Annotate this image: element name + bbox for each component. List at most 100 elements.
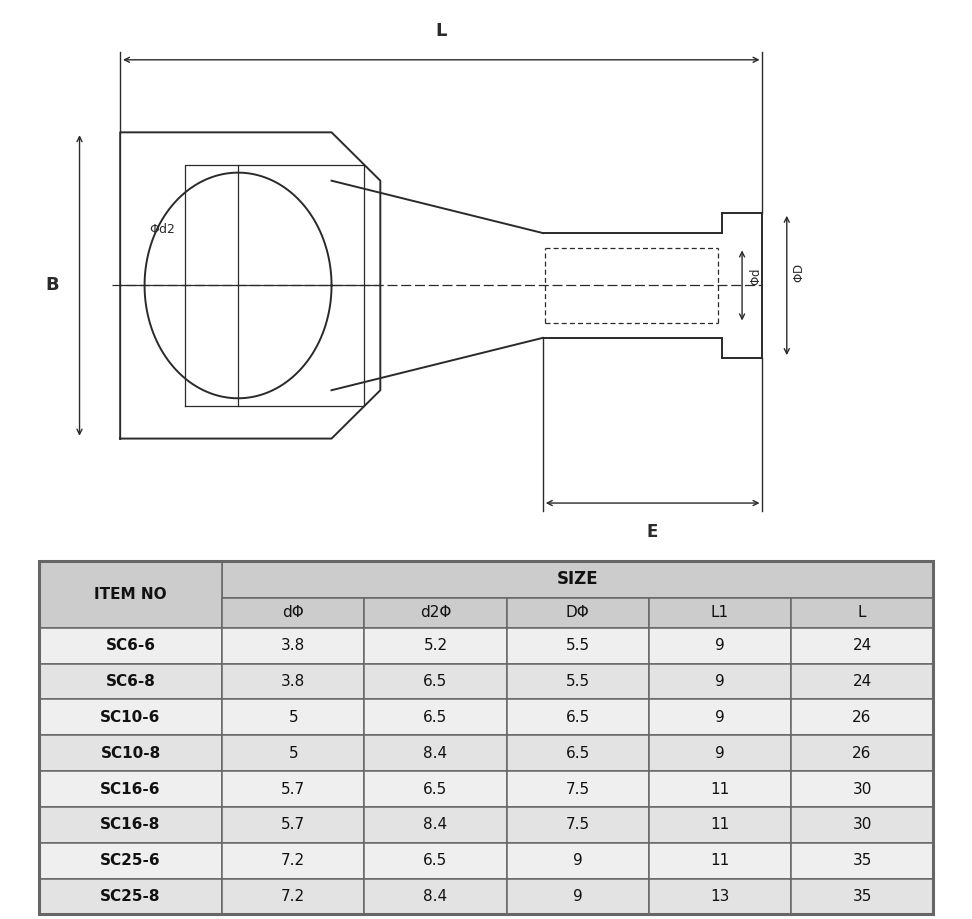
Bar: [506, 807, 648, 843]
Bar: [791, 628, 933, 664]
Text: 7.2: 7.2: [281, 853, 305, 868]
Bar: [791, 597, 933, 628]
Text: 26: 26: [852, 709, 872, 725]
Bar: [791, 699, 933, 735]
Text: 5.2: 5.2: [424, 638, 447, 653]
Text: 11: 11: [711, 817, 729, 833]
Text: 35: 35: [852, 853, 872, 868]
Text: 13: 13: [711, 889, 730, 904]
Bar: [223, 843, 364, 879]
Text: $\Phi$d: $\Phi$d: [748, 268, 763, 286]
Bar: [648, 843, 791, 879]
Text: $\Phi$D: $\Phi$D: [793, 264, 807, 283]
Text: SC16-8: SC16-8: [100, 817, 160, 833]
Bar: [648, 699, 791, 735]
Bar: [506, 735, 648, 771]
Text: E: E: [647, 523, 658, 541]
Text: ITEM NO: ITEM NO: [94, 586, 167, 602]
Bar: [364, 699, 506, 735]
Bar: [506, 879, 648, 914]
Bar: [223, 771, 364, 807]
Text: 9: 9: [715, 674, 725, 689]
Bar: [39, 807, 223, 843]
Text: SIZE: SIZE: [557, 570, 599, 588]
Text: 6.5: 6.5: [424, 781, 447, 797]
Text: dΦ: dΦ: [283, 606, 304, 620]
Text: 6.5: 6.5: [566, 745, 590, 761]
Bar: [223, 735, 364, 771]
Text: 5.7: 5.7: [281, 817, 305, 833]
Bar: [364, 879, 506, 914]
Bar: [364, 843, 506, 879]
Bar: [364, 597, 506, 628]
Bar: [791, 843, 933, 879]
Bar: [364, 735, 506, 771]
Bar: [223, 561, 933, 597]
Bar: [39, 843, 223, 879]
Text: d2Φ: d2Φ: [420, 606, 451, 620]
Bar: [506, 699, 648, 735]
Bar: [364, 771, 506, 807]
Text: 5.5: 5.5: [566, 674, 590, 689]
Bar: [791, 664, 933, 699]
Text: L: L: [857, 606, 866, 620]
Text: 5.7: 5.7: [281, 781, 305, 797]
Text: SC10-8: SC10-8: [100, 745, 160, 761]
Bar: [648, 597, 791, 628]
Bar: [223, 597, 364, 628]
Bar: [506, 771, 648, 807]
Text: 6.5: 6.5: [566, 709, 590, 725]
Text: 8.4: 8.4: [424, 889, 447, 904]
Text: 9: 9: [715, 745, 725, 761]
Bar: [648, 735, 791, 771]
Text: 5: 5: [289, 745, 298, 761]
Text: 9: 9: [573, 889, 582, 904]
Bar: [506, 843, 648, 879]
Text: $\Phi$d2: $\Phi$d2: [149, 222, 175, 236]
Bar: [223, 879, 364, 914]
Bar: [648, 628, 791, 664]
Text: SC16-6: SC16-6: [100, 781, 160, 797]
Text: 9: 9: [573, 853, 582, 868]
Bar: [791, 879, 933, 914]
Text: 6.5: 6.5: [424, 674, 447, 689]
Bar: [223, 807, 364, 843]
Text: 35: 35: [852, 889, 872, 904]
Text: 6.5: 6.5: [424, 853, 447, 868]
Text: 5: 5: [289, 709, 298, 725]
Bar: [39, 879, 223, 914]
Text: SC6-6: SC6-6: [106, 638, 156, 653]
Bar: [39, 664, 223, 699]
Bar: [39, 735, 223, 771]
Bar: [223, 664, 364, 699]
Text: B: B: [46, 277, 59, 294]
Text: L1: L1: [711, 606, 729, 620]
Bar: [648, 664, 791, 699]
Bar: [791, 807, 933, 843]
Bar: [223, 699, 364, 735]
Text: 11: 11: [711, 853, 729, 868]
Text: 11: 11: [711, 781, 729, 797]
Bar: [39, 699, 223, 735]
Bar: [791, 771, 933, 807]
Bar: [39, 628, 223, 664]
Text: 6.5: 6.5: [424, 709, 447, 725]
Text: SC6-8: SC6-8: [106, 674, 156, 689]
Text: 3.8: 3.8: [281, 638, 305, 653]
Text: DΦ: DΦ: [566, 606, 590, 620]
Bar: [648, 879, 791, 914]
Bar: [364, 628, 506, 664]
Bar: [506, 664, 648, 699]
Bar: [506, 597, 648, 628]
Bar: [364, 664, 506, 699]
Bar: [39, 771, 223, 807]
Text: 8.4: 8.4: [424, 817, 447, 833]
Bar: [39, 561, 223, 628]
Text: 24: 24: [852, 674, 872, 689]
Text: 26: 26: [852, 745, 872, 761]
Text: 5.5: 5.5: [566, 638, 590, 653]
Text: 7.5: 7.5: [566, 781, 590, 797]
Text: 30: 30: [852, 817, 872, 833]
Text: 3.8: 3.8: [281, 674, 305, 689]
Text: 7.2: 7.2: [281, 889, 305, 904]
